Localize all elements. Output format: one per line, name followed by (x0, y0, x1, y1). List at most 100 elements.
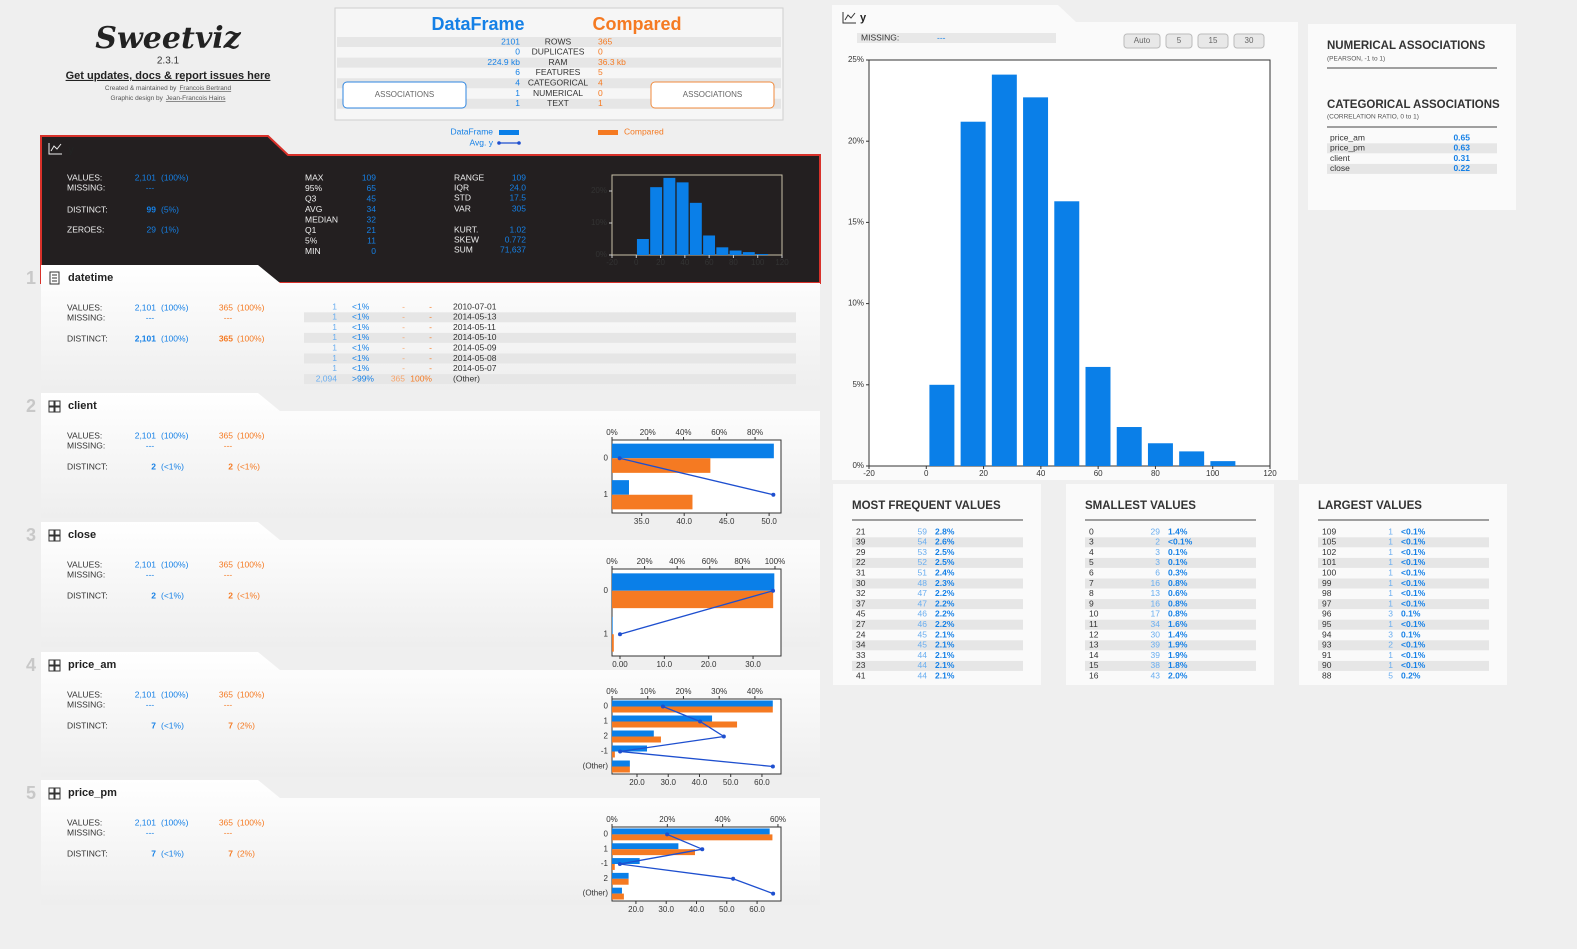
table-count: 5 (1388, 670, 1393, 680)
stat-value: 7 (151, 720, 156, 730)
table-count: 39 (1151, 640, 1161, 650)
category-label: 0 (604, 830, 609, 839)
table-count: 38 (1151, 660, 1161, 670)
table-value: 22 (856, 557, 866, 567)
stat-value: 45 (367, 193, 377, 203)
stat-percent: (100%) (237, 302, 265, 312)
bar (612, 590, 774, 609)
table-percent: 1.6% (1168, 619, 1188, 629)
table-title: SMALLEST VALUES (1085, 500, 1196, 512)
stat-value: 109 (512, 172, 526, 182)
feature-icon (48, 659, 55, 666)
bin-button[interactable] (1197, 33, 1229, 49)
bar (612, 494, 693, 510)
avg-point (617, 632, 622, 637)
x2-tick-label: 60.0 (749, 905, 765, 914)
avg-line (619, 590, 774, 635)
category-label: (Other) (583, 762, 609, 771)
stat-value: 0.772 (505, 234, 527, 244)
row-stripe (852, 557, 1023, 568)
top-value: 2014-05-13 (453, 312, 497, 322)
x-tick-label: 0% (606, 428, 618, 437)
table-value: 5 (1089, 557, 1094, 567)
category-label: -1 (601, 747, 609, 756)
table-count: 47 (918, 588, 928, 598)
table-percent: 1.4% (1168, 629, 1188, 639)
table-value: 45 (856, 609, 866, 619)
table-value: 39 (856, 537, 866, 547)
bin-button-label[interactable]: Auto (1134, 36, 1151, 45)
table-count: 1 (1388, 619, 1393, 629)
row-stripe (304, 353, 796, 364)
bin-button[interactable] (1123, 33, 1161, 49)
table-percent: 1.9% (1168, 650, 1188, 660)
stat-percent: (<1%) (161, 590, 184, 600)
histogram-bar (1085, 366, 1111, 466)
bin-button-label[interactable]: 30 (1245, 36, 1254, 45)
feature-icon (54, 535, 61, 542)
feature-name: y (68, 144, 75, 156)
table-percent: <0.1% (1401, 547, 1426, 557)
x2-tick-label: 50.0 (761, 517, 777, 526)
feature-index: 2 (26, 396, 36, 416)
row-stripe (337, 78, 781, 89)
top-percent: <1% (352, 342, 370, 352)
compare-value: 0 (598, 88, 603, 98)
feature-icon (48, 143, 62, 155)
feature-index: 4 (26, 655, 36, 675)
table-value: 13 (1089, 640, 1099, 650)
category-label: 1 (604, 717, 609, 726)
table-percent: 0.8% (1168, 609, 1188, 619)
avg-point (660, 704, 665, 709)
associations-button[interactable] (650, 81, 775, 109)
table-percent: 2.6% (935, 537, 955, 547)
feature-icon (54, 400, 61, 407)
table-count: 44 (918, 650, 928, 660)
top-percent: <1% (352, 301, 370, 311)
legend-dot (517, 141, 521, 145)
histogram-bar (1179, 451, 1205, 466)
table-value: 91 (1322, 650, 1332, 660)
table-value: 0 (1089, 526, 1094, 536)
bin-button-label[interactable]: 15 (1209, 36, 1218, 45)
top-count: 1 (332, 332, 337, 342)
table-value: 98 (1322, 588, 1332, 598)
table-value: 3 (1089, 537, 1094, 547)
association-value: 0.22 (1453, 163, 1470, 173)
table-percent: 0.1% (1401, 629, 1421, 639)
histogram-bar (929, 384, 955, 466)
table-value: 9 (1089, 598, 1094, 608)
top-count: - (402, 342, 405, 352)
associations-button-label[interactable]: ASSOCIATIONS (375, 90, 434, 99)
histogram-bar (729, 250, 742, 255)
link[interactable]: Get updates, docs & report issues here (66, 70, 271, 82)
x-tick-label: 60 (1094, 469, 1103, 478)
table-count: 2 (1388, 640, 1393, 650)
category-label: 0 (604, 702, 609, 711)
stat-value: 109 (362, 172, 376, 182)
table-percent: 0.8% (1168, 598, 1188, 608)
bin-button-label[interactable]: 5 (1177, 36, 1182, 45)
row-stripe (857, 33, 1056, 43)
row-label: CATEGORICAL (528, 77, 589, 87)
stat-label: VALUES: (67, 689, 102, 699)
stat-value: 2,101 (135, 817, 157, 827)
compare-value: 4 (598, 77, 603, 87)
stat-value: 71,637 (500, 244, 526, 254)
bin-button[interactable] (1165, 33, 1193, 49)
associations-button-label[interactable]: ASSOCIATIONS (683, 90, 742, 99)
table-count: 17 (1151, 609, 1161, 619)
bin-button[interactable] (1233, 33, 1265, 49)
avg-point (617, 456, 622, 461)
table-percent: 0.6% (1168, 588, 1188, 598)
table-value: 96 (1322, 609, 1332, 619)
x-tick-label: 80 (729, 258, 738, 267)
stat-value: 2,101 (135, 302, 157, 312)
top-percent: - (429, 332, 432, 342)
table-percent: <0.1% (1401, 567, 1426, 577)
row-label: TEXT (547, 98, 569, 108)
stat-value: --- (146, 440, 155, 450)
associations-button[interactable] (342, 81, 467, 109)
row-stripe (1318, 537, 1489, 548)
